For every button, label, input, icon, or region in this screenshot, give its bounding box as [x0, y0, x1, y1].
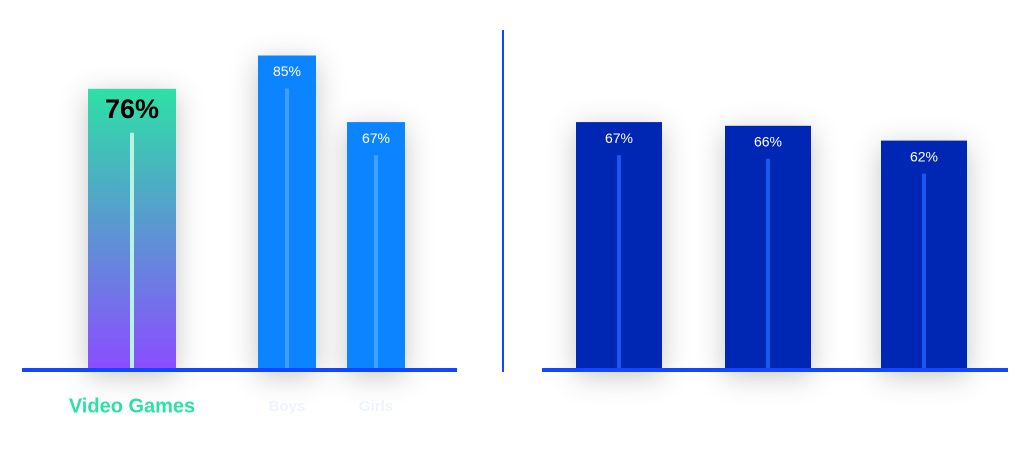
value-label: 76%: [105, 94, 159, 124]
value-label: 85%: [273, 63, 301, 79]
category-label: Video Games: [69, 395, 195, 417]
value-label: 62%: [910, 148, 938, 164]
value-label: 67%: [605, 130, 633, 146]
value-label: 66%: [754, 134, 782, 150]
category-label: Boys: [269, 398, 306, 415]
category-label: Girls: [359, 398, 393, 415]
value-label: 67%: [362, 130, 390, 146]
